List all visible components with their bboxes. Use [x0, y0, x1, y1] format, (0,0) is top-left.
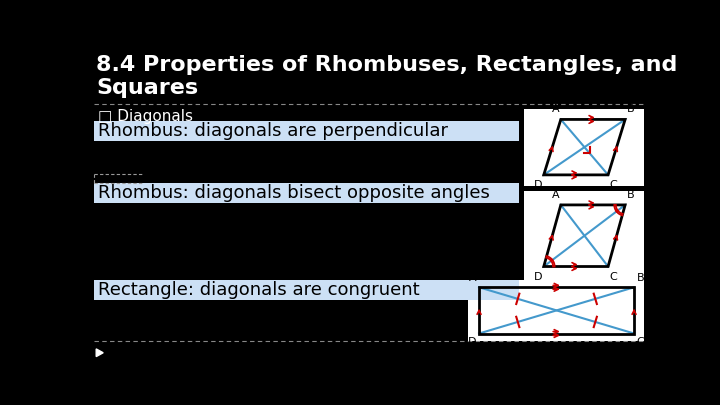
Text: A: A — [552, 190, 559, 200]
Text: D: D — [534, 180, 542, 190]
FancyBboxPatch shape — [468, 279, 644, 341]
FancyBboxPatch shape — [94, 183, 518, 203]
FancyBboxPatch shape — [524, 109, 644, 185]
Text: □ Diagonals: □ Diagonals — [98, 109, 193, 124]
Text: B: B — [626, 190, 634, 200]
Text: B: B — [626, 104, 634, 114]
Text: Rhombus: diagonals bisect opposite angles: Rhombus: diagonals bisect opposite angle… — [98, 184, 490, 202]
Text: B: B — [636, 273, 644, 283]
FancyBboxPatch shape — [94, 121, 518, 141]
FancyBboxPatch shape — [524, 191, 644, 279]
Text: C: C — [610, 272, 617, 282]
Text: C: C — [636, 337, 644, 347]
Text: A: A — [469, 273, 477, 283]
Polygon shape — [96, 349, 103, 356]
Text: A: A — [552, 104, 559, 114]
Text: D: D — [468, 337, 477, 347]
Text: Rhombus: diagonals are perpendicular: Rhombus: diagonals are perpendicular — [98, 122, 448, 140]
Text: C: C — [610, 180, 617, 190]
Text: Rectangle: diagonals are congruent: Rectangle: diagonals are congruent — [98, 281, 419, 298]
Text: 8.4 Properties of Rhombuses, Rectangles, and
Squares: 8.4 Properties of Rhombuses, Rectangles,… — [96, 55, 678, 98]
FancyBboxPatch shape — [94, 279, 518, 300]
Text: D: D — [534, 272, 542, 282]
